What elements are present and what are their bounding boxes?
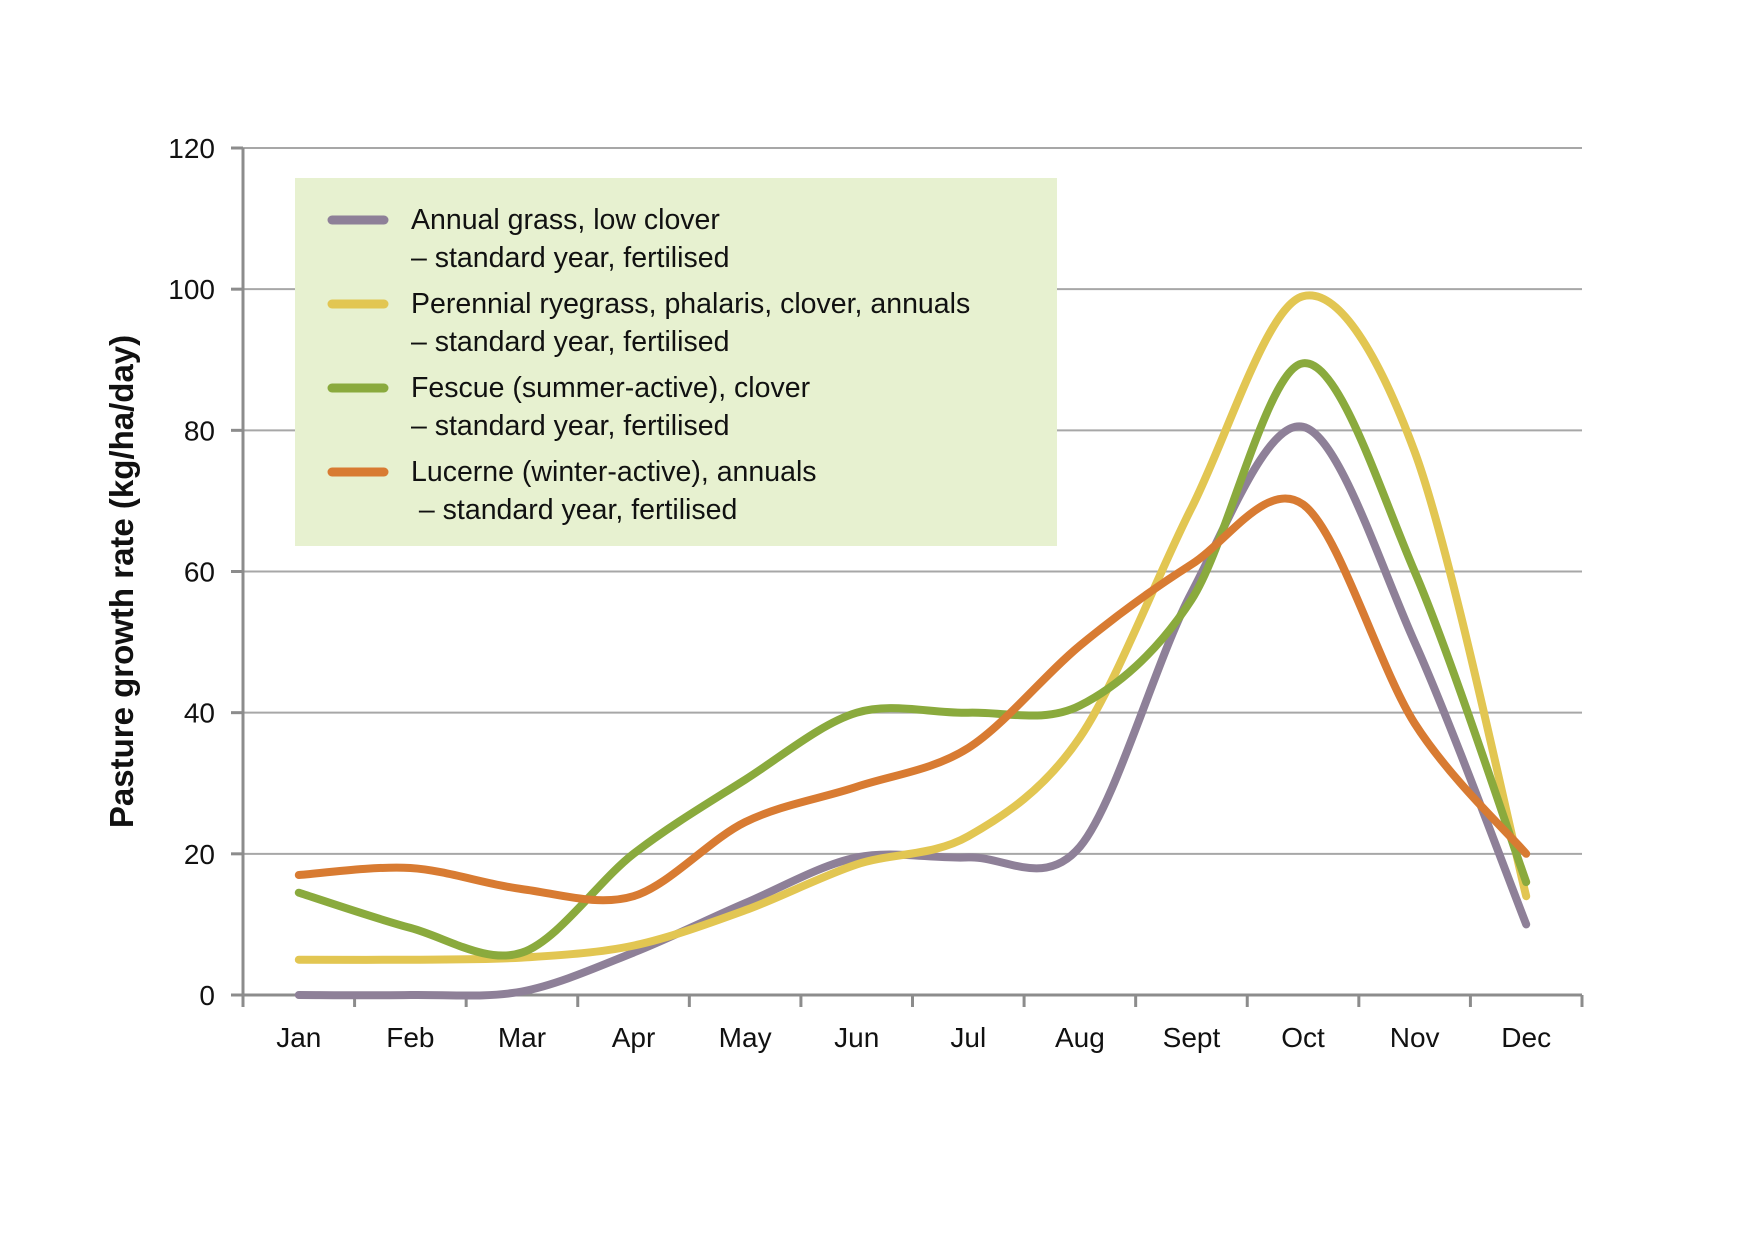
x-tick-label: Sept xyxy=(1163,1022,1221,1053)
y-tick-label: 0 xyxy=(199,980,215,1011)
legend-sublabel-3: – standard year, fertilised xyxy=(411,410,729,442)
y-tick-label: 100 xyxy=(168,274,215,305)
y-tick-label: 120 xyxy=(168,133,215,164)
y-tick-label: 20 xyxy=(184,839,215,870)
legend-box xyxy=(295,178,1057,546)
legend-sublabel-2: – standard year, fertilised xyxy=(411,326,729,358)
x-tick-label: Jun xyxy=(834,1022,879,1053)
y-axis-title: Pasture growth rate (kg/ha/day) xyxy=(103,335,140,828)
x-axis-ticks: Jan Feb Mar Apr May Jun Jul Aug Sept Oct Nov Dec xyxy=(241,995,1584,1053)
y-tick-label: 80 xyxy=(184,415,215,446)
x-tick-label: Apr xyxy=(612,1022,656,1053)
x-tick-label: Nov xyxy=(1390,1022,1440,1053)
x-tick-label: Dec xyxy=(1501,1022,1551,1053)
legend-sublabel-4: – standard year, fertilised xyxy=(411,494,737,526)
legend-label-1: Annual grass, low clover xyxy=(411,204,720,236)
legend: Annual grass, low clover – standard year,… xyxy=(295,178,1057,546)
series-lines xyxy=(294,291,1531,1000)
series-line-1 xyxy=(294,422,1531,1000)
x-tick-label: Jan xyxy=(276,1022,321,1053)
x-tick-label: May xyxy=(719,1022,772,1053)
y-tick-label: 60 xyxy=(184,557,215,588)
legend-sublabel-1: – standard year, fertilised xyxy=(411,242,729,274)
x-tick-label: Oct xyxy=(1281,1022,1325,1053)
x-tick-label: Jul xyxy=(950,1022,986,1053)
series-line-3 xyxy=(294,359,1531,960)
y-axis-ticks: 0 20 40 60 80 100 120 xyxy=(168,133,243,1011)
y-tick-label: 40 xyxy=(184,698,215,729)
x-tick-label: Feb xyxy=(386,1022,434,1053)
x-tick-label: Aug xyxy=(1055,1022,1105,1053)
series-line-2 xyxy=(294,291,1531,964)
legend-label-4: Lucerne (winter-active), annuals xyxy=(411,456,817,488)
x-tick-label: Mar xyxy=(498,1022,546,1053)
legend-label-3: Fescue (summer-active), clover xyxy=(411,372,811,404)
series-line-4 xyxy=(294,494,1531,905)
legend-label-2: Perennial ryegrass, phalaris, clover, an… xyxy=(411,288,970,320)
